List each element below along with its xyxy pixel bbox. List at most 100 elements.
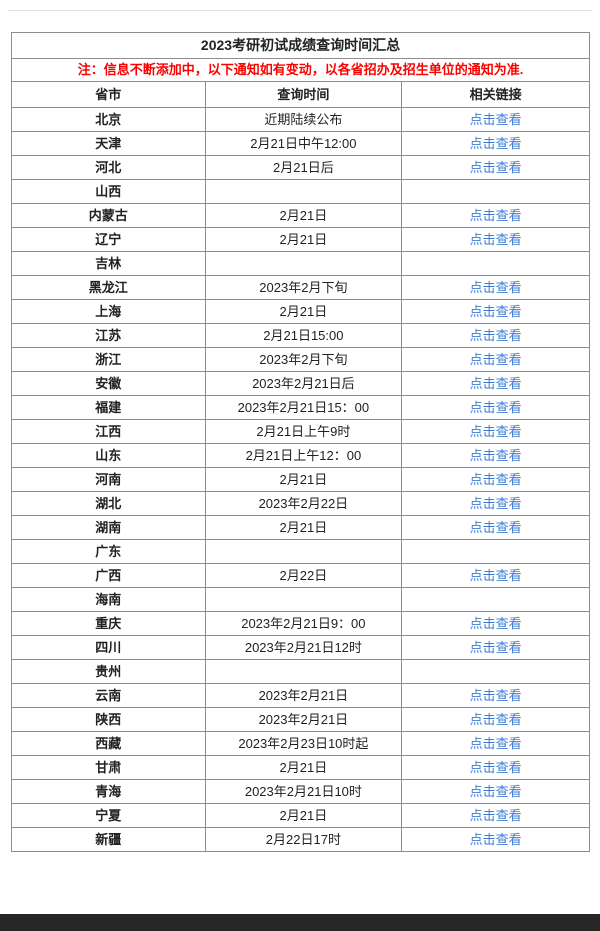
province-cell: 宁夏 (11, 803, 206, 828)
view-link[interactable]: 点击查看 (469, 207, 522, 223)
table-row: 天津 2月21日中午12:00 点击查看 (11, 131, 590, 156)
view-link[interactable]: 点击查看 (469, 159, 522, 175)
view-link[interactable]: 点击查看 (469, 687, 522, 703)
view-link[interactable]: 点击查看 (469, 735, 522, 751)
query-time-cell: 2023年2月21日10时 (204, 779, 403, 804)
related-link-cell: 点击查看 (401, 731, 590, 756)
col-header-related-link: 相关链接 (401, 81, 590, 108)
view-link[interactable]: 点击查看 (469, 807, 522, 823)
province-cell: 天津 (11, 131, 206, 156)
query-time-cell: 2023年2月21日9：00 (204, 611, 403, 636)
related-link-cell: 点击查看 (401, 419, 590, 444)
query-time-cell: 2月21日 (204, 467, 403, 492)
query-time-cell: 2月21日后 (204, 155, 403, 180)
query-time-cell: 2月21日中午12:00 (204, 131, 403, 156)
query-time-cell (204, 539, 403, 564)
query-time-cell: 2月21日15:00 (204, 323, 403, 348)
query-time-cell: 2月22日17时 (204, 827, 403, 852)
view-link[interactable]: 点击查看 (469, 279, 522, 295)
table-row: 青海 2023年2月21日10时 点击查看 (11, 779, 590, 804)
related-link-cell: 点击查看 (401, 755, 590, 780)
view-link[interactable]: 点击查看 (469, 783, 522, 799)
related-link-cell: 点击查看 (401, 227, 590, 252)
related-link-cell (401, 251, 590, 276)
table-row: 新疆 2月22日17时 点击查看 (11, 827, 590, 852)
related-link-cell: 点击查看 (401, 467, 590, 492)
province-cell: 湖北 (11, 491, 206, 516)
table-row: 安徽 2023年2月21日后 点击查看 (11, 371, 590, 396)
query-time-cell: 2月21日 (204, 203, 403, 228)
table-row: 西藏 2023年2月23日10时起 点击查看 (11, 731, 590, 756)
view-link[interactable]: 点击查看 (469, 351, 522, 367)
view-link[interactable]: 点击查看 (469, 759, 522, 775)
province-cell: 甘肃 (11, 755, 206, 780)
table-row: 河南 2月21日 点击查看 (11, 467, 590, 492)
related-link-cell: 点击查看 (401, 707, 590, 732)
note-row: 注：信息不断添加中，以下通知如有变动，以各省招办及招生单位的通知为准. (11, 58, 590, 82)
view-link[interactable]: 点击查看 (469, 135, 522, 151)
related-link-cell: 点击查看 (401, 395, 590, 420)
related-link-cell: 点击查看 (401, 779, 590, 804)
query-time-cell: 2月21日 (204, 515, 403, 540)
view-link[interactable]: 点击查看 (469, 375, 522, 391)
province-cell: 安徽 (11, 371, 206, 396)
query-time-cell: 2月21日上午12：00 (204, 443, 403, 468)
query-time-cell: 2月21日 (204, 755, 403, 780)
related-link-cell (401, 179, 590, 204)
related-link-cell: 点击查看 (401, 299, 590, 324)
province-cell: 陕西 (11, 707, 206, 732)
province-cell: 西藏 (11, 731, 206, 756)
query-time-cell: 2023年2月下旬 (204, 275, 403, 300)
related-link-cell: 点击查看 (401, 371, 590, 396)
related-link-cell: 点击查看 (401, 443, 590, 468)
query-time-cell: 2月21日 (204, 803, 403, 828)
view-link[interactable]: 点击查看 (469, 519, 522, 535)
table-row: 山西 (11, 179, 590, 204)
query-time-cell (204, 251, 403, 276)
query-time-cell: 2023年2月21日 (204, 683, 403, 708)
header-row: 省市 查询时间 相关链接 (11, 81, 590, 108)
province-cell: 贵州 (11, 659, 206, 684)
province-cell: 新疆 (11, 827, 206, 852)
view-link[interactable]: 点击查看 (469, 639, 522, 655)
view-link[interactable]: 点击查看 (469, 567, 522, 583)
view-link[interactable]: 点击查看 (469, 447, 522, 463)
table-row: 云南 2023年2月21日 点击查看 (11, 683, 590, 708)
view-link[interactable]: 点击查看 (469, 111, 522, 127)
province-cell: 吉林 (11, 251, 206, 276)
province-cell: 上海 (11, 299, 206, 324)
table-row: 宁夏 2月21日 点击查看 (11, 803, 590, 828)
table-row: 河北 2月21日后 点击查看 (11, 155, 590, 180)
view-link[interactable]: 点击查看 (469, 711, 522, 727)
view-link[interactable]: 点击查看 (469, 399, 522, 415)
query-time-cell: 近期陆续公布 (204, 107, 403, 132)
view-link[interactable]: 点击查看 (469, 615, 522, 631)
top-divider (8, 10, 592, 11)
province-cell: 江苏 (11, 323, 206, 348)
view-link[interactable]: 点击查看 (469, 471, 522, 487)
query-time-cell: 2023年2月下旬 (204, 347, 403, 372)
province-cell: 河北 (11, 155, 206, 180)
query-time-cell: 2023年2月22日 (204, 491, 403, 516)
view-link[interactable]: 点击查看 (469, 231, 522, 247)
view-link[interactable]: 点击查看 (469, 831, 522, 847)
view-link[interactable]: 点击查看 (469, 423, 522, 439)
province-cell: 海南 (11, 587, 206, 612)
related-link-cell: 点击查看 (401, 827, 590, 852)
province-cell: 山西 (11, 179, 206, 204)
query-time-cell: 2月21日 (204, 227, 403, 252)
table-row: 黑龙江 2023年2月下旬 点击查看 (11, 275, 590, 300)
province-cell: 山东 (11, 443, 206, 468)
related-link-cell: 点击查看 (401, 155, 590, 180)
province-cell: 青海 (11, 779, 206, 804)
query-time-cell: 2023年2月21日后 (204, 371, 403, 396)
table-row: 江西 2月21日上午9时 点击查看 (11, 419, 590, 444)
view-link[interactable]: 点击查看 (469, 495, 522, 511)
related-link-cell: 点击查看 (401, 347, 590, 372)
query-time-cell: 2023年2月21日12时 (204, 635, 403, 660)
view-link[interactable]: 点击查看 (469, 327, 522, 343)
title-row: 2023考研初试成绩查询时间汇总 (11, 32, 590, 59)
view-link[interactable]: 点击查看 (469, 303, 522, 319)
table-row: 甘肃 2月21日 点击查看 (11, 755, 590, 780)
province-cell: 四川 (11, 635, 206, 660)
